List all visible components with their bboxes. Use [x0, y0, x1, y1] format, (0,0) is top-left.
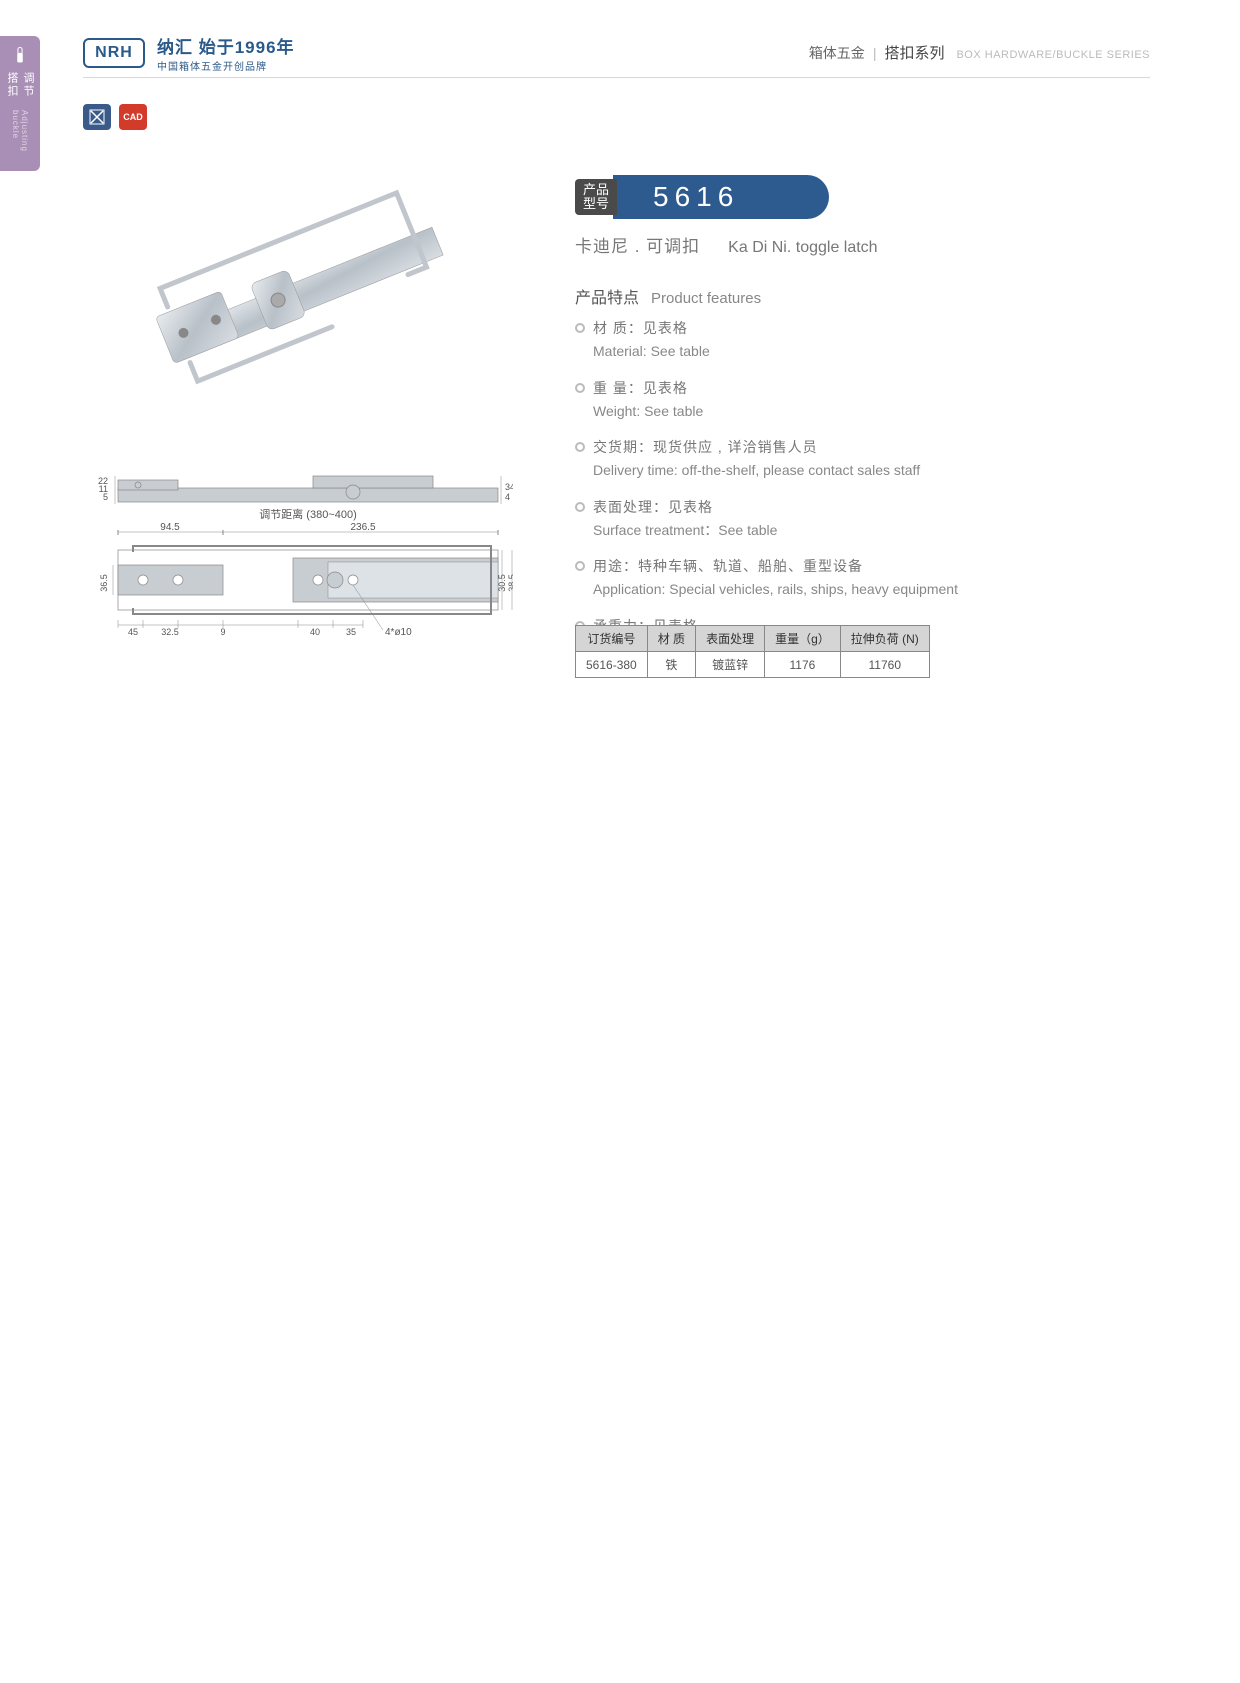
feature-en: Material: See table	[593, 342, 1105, 362]
svg-text:4*ø10: 4*ø10	[385, 627, 412, 638]
logo-tagline-sub: 中国箱体五金开创品牌	[157, 58, 295, 73]
svg-text:4: 4	[505, 492, 510, 502]
table-header: 表面处理	[696, 626, 765, 652]
bullet-icon	[575, 561, 585, 571]
svg-text:22: 22	[98, 476, 108, 486]
category-en: BOX HARDWARE/BUCKLE SERIES	[956, 49, 1150, 61]
category-side-tab: 调节搭扣 Adjusting buckle	[0, 36, 40, 171]
features-list: 材 质：见表格 Material: See table 重 量：见表格 Weight:…	[575, 318, 1105, 676]
bullet-icon	[575, 442, 585, 452]
bullet-icon	[575, 383, 585, 393]
product-name-en: Ka Di Ni. toggle latch	[728, 239, 877, 257]
feature-item: 交货期：现货供应 , 详洽销售人员 Delivery time: off-the-…	[575, 437, 1105, 481]
svg-text:32.5: 32.5	[161, 627, 179, 637]
spec-table: 订货编号材 质表面处理重量（g）拉伸负荷 (N)5616-380铁镀蓝锌1176…	[575, 625, 930, 678]
svg-text:36.5: 36.5	[99, 574, 109, 592]
side-tab-label-cn: 调节搭扣	[4, 72, 36, 108]
product-name: 卡迪尼 . 可调扣 Ka Di Ni. toggle latch	[575, 232, 878, 257]
product-name-cn: 卡迪尼 . 可调扣	[575, 232, 700, 257]
header-category: 箱体五金 | 搭扣系列 BOX HARDWARE/BUCKLE SERIES	[809, 42, 1150, 63]
table-cell: 1176	[765, 652, 841, 678]
feature-cn: 表面处理：见表格	[593, 497, 713, 517]
bullet-icon	[575, 323, 585, 333]
table-header: 订货编号	[576, 626, 648, 652]
features-title-en: Product features	[651, 290, 761, 307]
logo-block: NRH 纳汇 始于1996年 中国箱体五金开创品牌	[83, 33, 295, 73]
model-number: 5616	[613, 175, 829, 219]
feature-en: Weight: See table	[593, 402, 1105, 422]
feature-item: 表面处理：见表格 Surface treatment：See table	[575, 497, 1105, 541]
features-title: 产品特点 Product features	[575, 284, 761, 308]
svg-text:34: 34	[505, 482, 513, 492]
svg-text:35: 35	[346, 627, 356, 637]
feature-item: 用途：特种车辆、轨道、船舶、重型设备 Application: Special v…	[575, 556, 1105, 600]
feature-en: Delivery time: off-the-shelf, please con…	[593, 461, 1105, 481]
bullet-icon	[575, 502, 585, 512]
svg-text:40: 40	[310, 627, 320, 637]
product-photo	[120, 160, 490, 440]
cad-icon[interactable]: CAD	[119, 104, 147, 130]
measure-icon[interactable]	[83, 104, 111, 130]
feature-en: Application: Special vehicles, rails, sh…	[593, 580, 1105, 600]
svg-text:9: 9	[220, 627, 225, 637]
svg-text:236.5: 236.5	[350, 522, 375, 533]
action-icons: CAD	[83, 104, 147, 130]
features-title-cn: 产品特点	[575, 284, 639, 308]
page-header: NRH 纳汇 始于1996年 中国箱体五金开创品牌 箱体五金 | 搭扣系列 BO…	[83, 28, 1150, 78]
feature-en: Surface treatment：See table	[593, 521, 1105, 541]
svg-text:调节距离 (380~400): 调节距离 (380~400)	[259, 507, 357, 521]
feature-cn: 交货期：现货供应 , 详洽销售人员	[593, 437, 818, 457]
category-parent: 箱体五金	[809, 43, 865, 63]
table-header: 重量（g）	[765, 626, 841, 652]
model-block: 产品 型号 5616	[575, 175, 829, 219]
technical-drawing: 51122434调节距离 (380~400)94.5236.536.530.53…	[83, 470, 513, 670]
category-current: 搭扣系列	[884, 42, 944, 63]
model-label: 产品 型号	[575, 179, 617, 216]
category-separator: |	[873, 45, 877, 61]
table-header: 材 质	[647, 626, 695, 652]
table-row: 5616-380铁镀蓝锌117611760	[576, 652, 930, 678]
table-cell: 镀蓝锌	[696, 652, 765, 678]
feature-cn: 用途：特种车辆、轨道、船舶、重型设备	[593, 556, 863, 576]
side-tab-label-en: Adjusting buckle	[11, 110, 29, 161]
latch-icon	[12, 46, 28, 64]
table-cell: 铁	[647, 652, 695, 678]
svg-text:45: 45	[128, 627, 138, 637]
feature-cn: 重 量：见表格	[593, 378, 688, 398]
table-header: 拉伸负荷 (N)	[840, 626, 929, 652]
table-cell: 5616-380	[576, 652, 648, 678]
logo-tagline-main: 纳汇 始于1996年	[157, 33, 295, 58]
feature-item: 重 量：见表格 Weight: See table	[575, 378, 1105, 422]
feature-cn: 材 质：见表格	[593, 318, 688, 338]
logo-mark: NRH	[83, 38, 145, 68]
svg-text:94.5: 94.5	[160, 522, 180, 533]
table-cell: 11760	[840, 652, 929, 678]
feature-item: 材 质：见表格 Material: See table	[575, 318, 1105, 362]
